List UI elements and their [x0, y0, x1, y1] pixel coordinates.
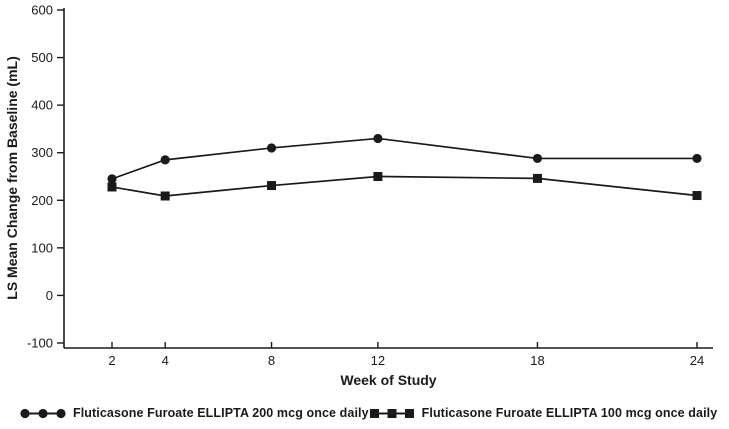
y-tick-label: 100	[31, 240, 53, 255]
y-tick-label: 300	[31, 145, 53, 160]
legend-label-100mcg: Fluticasone Furoate ELLIPTA 100 mcg once…	[421, 406, 718, 420]
data-point-circle	[692, 153, 702, 164]
data-point-square	[160, 191, 170, 201]
data-point-circle	[532, 153, 543, 164]
chart-legend: Fluticasone Furoate ELLIPTA 200 mcg once…	[0, 397, 729, 427]
y-tick-label: -100	[27, 336, 53, 351]
circle-series-legend-marker-icon	[20, 408, 66, 418]
data-point-square	[267, 181, 277, 191]
y-tick-label: 200	[31, 193, 53, 208]
series-line-circle	[111, 137, 697, 180]
x-tick-label: 12	[371, 353, 385, 368]
data-point-square	[692, 191, 702, 201]
legend-item-200mcg: Fluticasone Furoate ELLIPTA 200 mcg once…	[20, 406, 369, 420]
x-tick-label: 18	[530, 353, 544, 368]
x-tick-label: 4	[162, 353, 169, 368]
x-axis-title: Week of Study	[340, 372, 436, 388]
x-tick-label: 8	[268, 353, 275, 368]
data-point-square	[107, 182, 117, 192]
data-point-circle	[160, 155, 170, 165]
legend-item-100mcg: Fluticasone Furoate ELLIPTA 100 mcg once…	[369, 406, 718, 420]
x-tick-label: 24	[690, 353, 704, 368]
y-tick-label: 400	[31, 98, 53, 113]
data-point-circle	[107, 174, 117, 184]
data-point-square	[373, 172, 383, 181]
data-point-circle	[266, 143, 277, 153]
data-point-square	[532, 173, 542, 183]
legend-label-200mcg: Fluticasone Furoate ELLIPTA 200 mcg once…	[73, 406, 369, 420]
y-tick-label: 0	[46, 288, 53, 303]
series-line-square	[111, 175, 698, 197]
y-tick-label: 500	[31, 50, 53, 65]
data-point-circle	[373, 133, 383, 144]
square-series-legend-marker-icon	[369, 408, 414, 418]
y-axis-title: LS Mean Change from Baseline (mL)	[4, 56, 20, 299]
x-tick-label: 2	[108, 353, 115, 368]
y-tick-label: 600	[31, 3, 53, 18]
